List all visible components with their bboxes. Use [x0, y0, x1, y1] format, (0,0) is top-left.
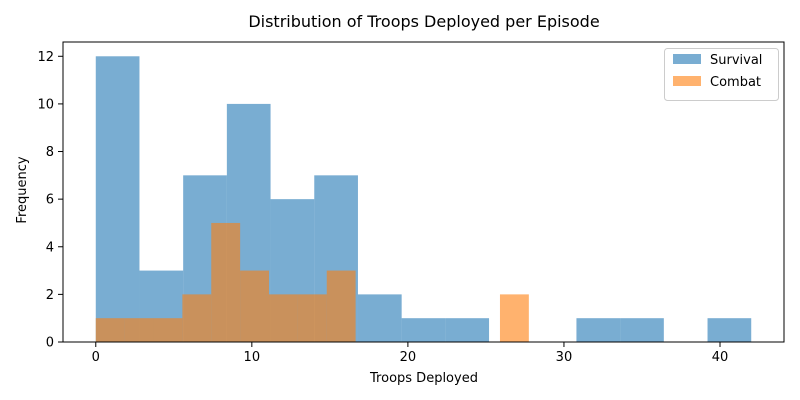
combat-bar-4: [211, 222, 241, 342]
survival-bar-14: [707, 318, 752, 342]
combat-legend-label: Combat: [710, 75, 761, 90]
plot-frame: [62, 41, 785, 343]
y-tick-label: 2: [46, 288, 54, 303]
survival-bar-12: [620, 318, 664, 342]
legend: Survival Combat: [664, 48, 779, 101]
survival-bar-6: [357, 294, 402, 342]
combat-bar-7: [297, 294, 327, 342]
combat-bar-3: [182, 294, 212, 342]
y-tick-label: 6: [46, 193, 54, 208]
survival-bar-11: [576, 318, 621, 342]
bars-layer: [95, 56, 752, 343]
y-tick-label: 12: [37, 50, 54, 65]
survival-legend-label: Survival: [710, 53, 762, 68]
y-axis: 0 2 4 6 8 10 12: [37, 50, 63, 351]
combat-bar-0: [95, 318, 125, 342]
y-tick-label: 4: [46, 240, 54, 255]
x-tick-label: 40: [712, 350, 729, 365]
survival-bar-0: [95, 56, 140, 343]
y-tick-label: 8: [46, 145, 54, 160]
y-tick-label: 0: [46, 336, 54, 351]
survival-bar-7: [401, 318, 446, 342]
x-axis-label: Troops Deployed: [369, 371, 478, 386]
combat-bar-2: [153, 318, 183, 342]
combat-bar-8: [326, 270, 356, 342]
y-axis-label: Frequency: [15, 156, 30, 223]
chart-title: Distribution of Troops Deployed per Epis…: [248, 12, 599, 31]
x-axis: 0 10 20 30 40: [92, 342, 729, 365]
combat-bar-5: [240, 270, 269, 342]
combat-legend-swatch: [673, 76, 701, 86]
x-tick-label: 20: [400, 350, 417, 365]
y-tick-label: 10: [37, 97, 54, 112]
x-tick-label: 30: [556, 350, 573, 365]
combat-bar-14: [499, 294, 529, 342]
x-tick-label: 0: [92, 350, 100, 365]
combat-bar-1: [124, 318, 154, 342]
combat-bar-6: [269, 294, 298, 342]
x-tick-label: 10: [244, 350, 261, 365]
survival-legend-swatch: [673, 54, 701, 64]
survival-bar-8: [445, 318, 490, 342]
